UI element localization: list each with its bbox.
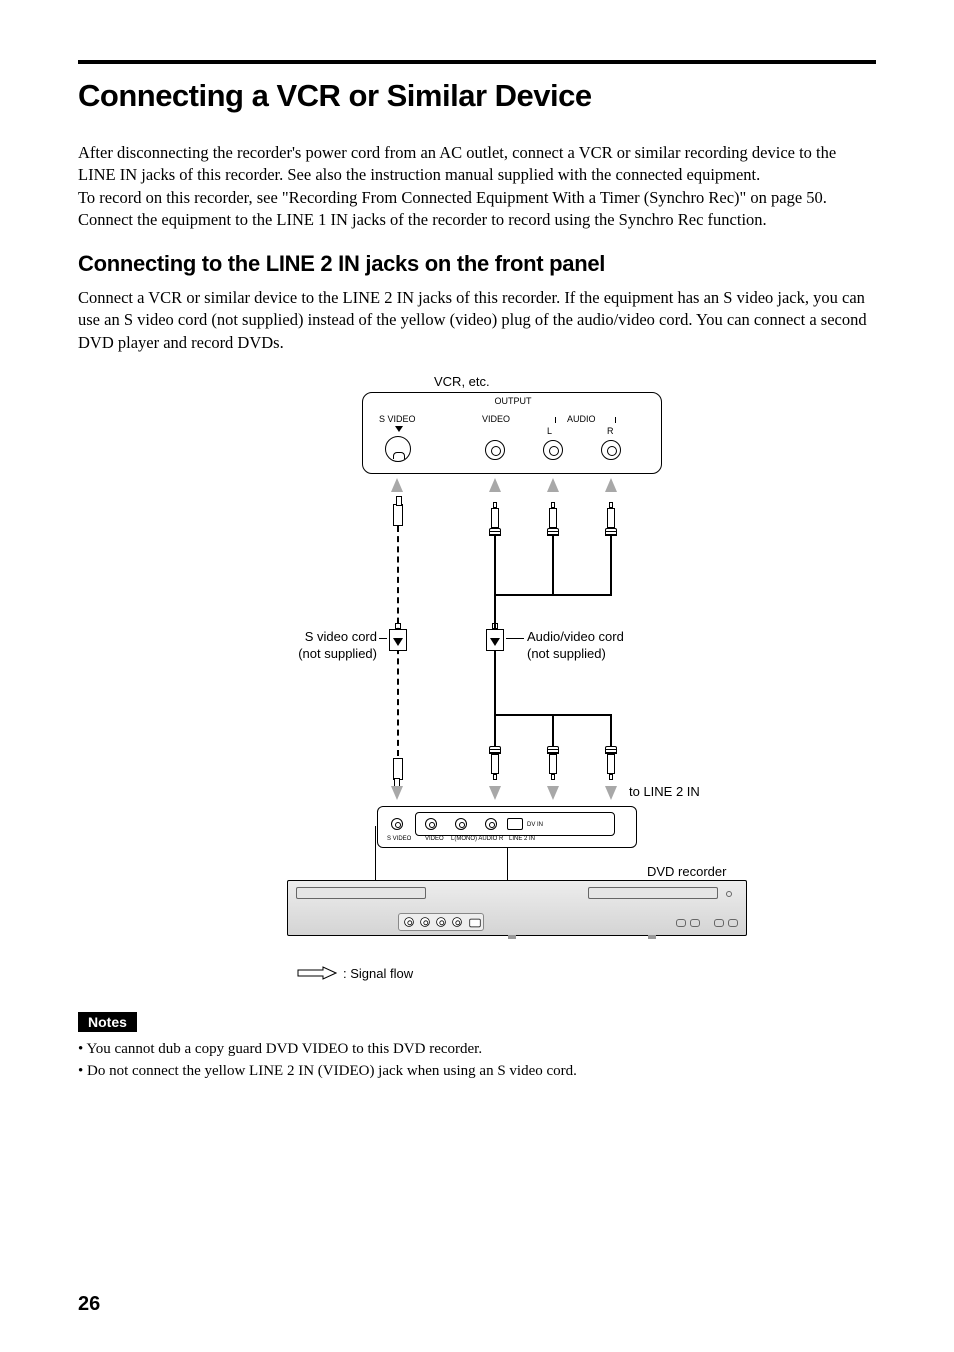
rca-plug-icon (489, 746, 501, 780)
panel-svideo-jack-icon (391, 818, 403, 830)
panel-video-label: VIDEO (425, 836, 444, 842)
video-jack-icon (485, 440, 505, 460)
rca-plug-icon (489, 502, 501, 536)
dvd-recorder-label: DVD recorder (647, 864, 726, 881)
svideo-port-label: S VIDEO (379, 414, 416, 424)
panel-audio-r-jack-icon (485, 818, 497, 830)
av-cord-annotation: Audio/video cord(not supplied) (527, 629, 624, 663)
intro-paragraph-1: After disconnecting the recorder's power… (78, 142, 876, 231)
notes-item: You cannot dub a copy guard DVD VIDEO to… (78, 1038, 876, 1061)
svideo-jack-icon (385, 436, 411, 462)
section-heading: Connecting to the LINE 2 IN jacks on the… (78, 251, 876, 277)
panel-audio-l-jack-icon (455, 818, 467, 830)
svideo-cord-annotation: S video cord(not supplied) (257, 629, 377, 663)
signal-arrow-icon (605, 786, 617, 800)
rca-plug-icon (547, 502, 559, 536)
notes-section: Notes You cannot dub a copy guard DVD VI… (78, 1012, 876, 1083)
signal-arrow-icon (547, 478, 559, 492)
av-cable-line (610, 536, 612, 594)
svideo-plug-icon (393, 758, 403, 780)
video-port-label: VIDEO (482, 414, 510, 424)
signal-arrow-icon (489, 478, 501, 492)
av-inline-plug-icon (486, 629, 504, 651)
panel-line2-label: LINE 2 IN (509, 836, 535, 842)
notes-list: You cannot dub a copy guard DVD VIDEO to… (78, 1038, 876, 1083)
svideo-plug-icon (393, 504, 403, 526)
panel-dvin-label: DV IN (527, 822, 543, 828)
av-cable-line (552, 536, 554, 594)
signal-arrow-icon (489, 786, 501, 800)
panel-dv-jack-icon (507, 818, 523, 830)
audio-r-label: R (607, 426, 614, 436)
section-rule (78, 60, 876, 64)
panel-video-jack-icon (425, 818, 437, 830)
to-line2-label: to LINE 2 IN (629, 784, 700, 801)
audio-port-label: AUDIO (567, 414, 596, 424)
svideo-inline-plug-icon (389, 629, 407, 651)
output-label: OUTPUT (487, 396, 539, 406)
notes-item: Do not connect the yellow LINE 2 IN (VID… (78, 1060, 876, 1083)
panel-svideo-label: S VIDEO (387, 836, 411, 842)
connection-diagram: VCR, etc. OUTPUT S VIDEO VIDEO AUDIO L R (78, 374, 876, 994)
page-title: Connecting a VCR or Similar Device (78, 78, 876, 114)
page-number: 26 (78, 1293, 100, 1316)
audio-l-jack-icon (543, 440, 563, 460)
audio-l-label: L (547, 426, 552, 436)
rca-plug-icon (547, 746, 559, 780)
signal-arrow-icon (547, 786, 559, 800)
signal-arrow-icon (391, 786, 403, 800)
audio-r-jack-icon (601, 440, 621, 460)
signal-flow-label: : Signal flow (343, 966, 413, 983)
rca-plug-icon (605, 502, 617, 536)
dvd-recorder-box (287, 880, 747, 936)
section-paragraph: Connect a VCR or similar device to the L… (78, 287, 876, 354)
notes-heading: Notes (78, 1012, 137, 1032)
signal-arrow-icon (391, 478, 403, 492)
panel-audio-label: L(MONO) AUDIO R (451, 836, 503, 842)
vcr-label: VCR, etc. (434, 374, 490, 389)
signal-flow-arrow-icon (297, 966, 337, 980)
rca-plug-icon (605, 746, 617, 780)
signal-arrow-icon (605, 478, 617, 492)
